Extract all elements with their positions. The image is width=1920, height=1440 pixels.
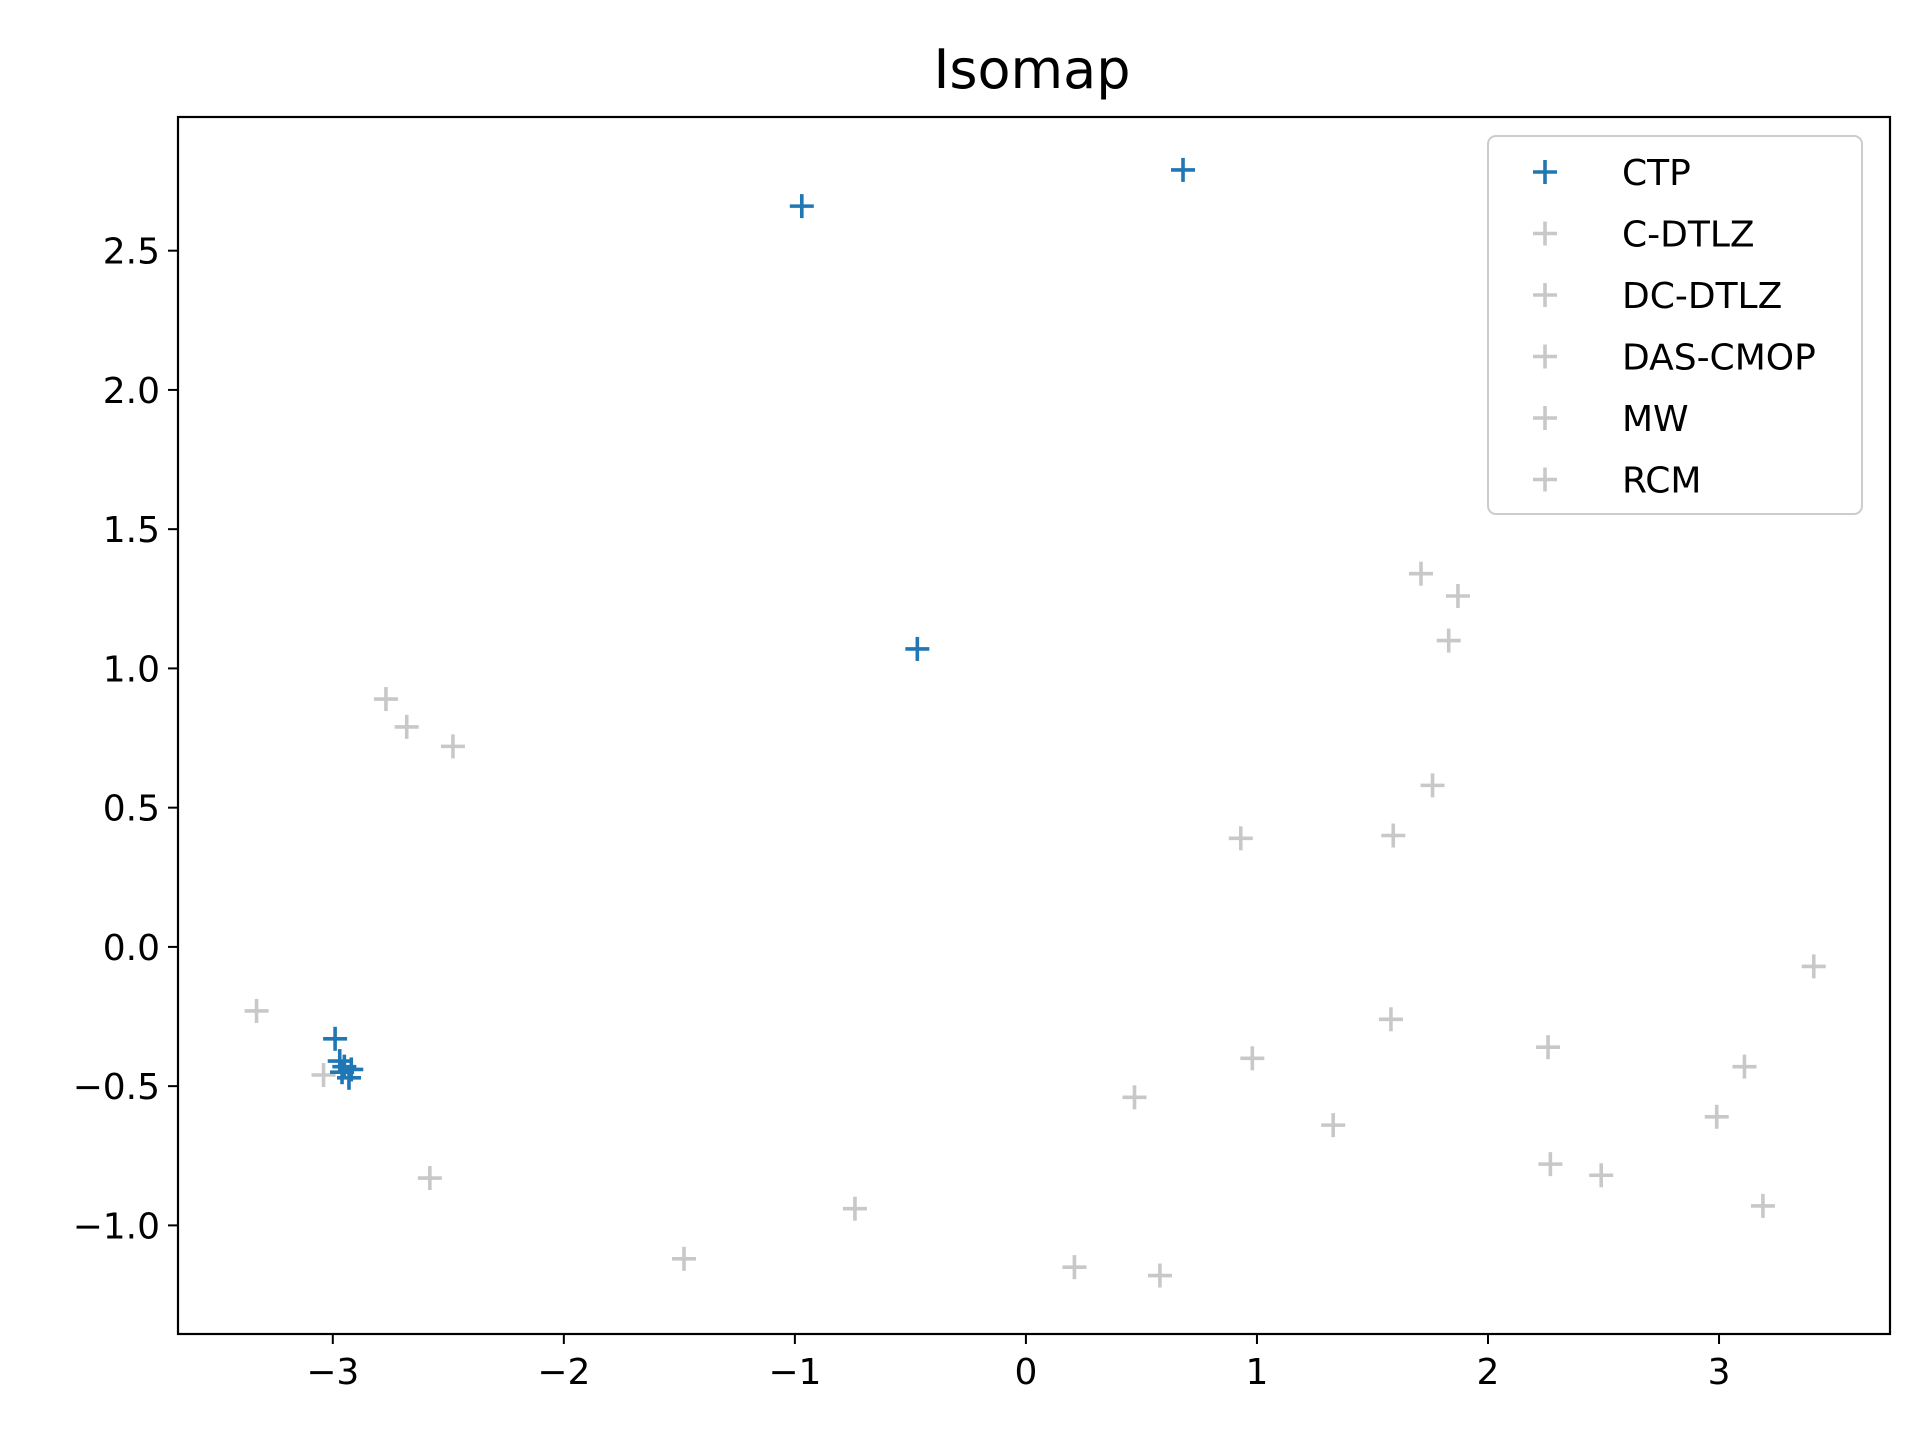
legend-marker-dc-dtlz: [1533, 283, 1557, 307]
point-c-dtlz: [440, 734, 465, 759]
y-tick-label: −1.0: [73, 1206, 160, 1247]
point-dc-dtlz: [311, 1063, 336, 1088]
legend-label-ctp: CTP: [1622, 153, 1691, 194]
point-dc-dtlz: [671, 1246, 696, 1271]
y-tick-label: 1.0: [103, 649, 160, 690]
point-ctp: [1171, 157, 1196, 182]
legend-label-rcm: RCM: [1622, 461, 1701, 502]
point-das-cmop: [1408, 561, 1433, 586]
legend-marker-c-dtlz: [1533, 221, 1557, 246]
y-tick-label: 0.5: [103, 789, 160, 830]
data-points: [244, 157, 1826, 1288]
point-mw: [1062, 1255, 1087, 1280]
point-mw: [1240, 1046, 1265, 1071]
point-c-dtlz: [394, 714, 419, 739]
point-ctp: [323, 1026, 348, 1051]
point-ctp: [905, 636, 930, 661]
legend-label-mw: MW: [1622, 399, 1689, 440]
x-tick-label: −2: [537, 1352, 590, 1393]
point-das-cmop: [1381, 823, 1406, 848]
point-ctp: [789, 194, 814, 219]
point-c-dtlz: [373, 687, 398, 712]
point-dc-dtlz: [842, 1196, 867, 1221]
chart-title: Isomap: [933, 38, 1130, 101]
point-rcm: [1750, 1193, 1775, 1218]
x-tick-label: 2: [1477, 1352, 1500, 1393]
point-rcm: [1801, 954, 1826, 979]
axis-ticks: −3 −2 −1 0 1 2 3 −1.0 −0.5 0.0 0.5 1.0 1.5 2.0 2.5: [73, 232, 1731, 1393]
x-tick-label: −3: [306, 1352, 359, 1393]
plot-area-frame: [176, 115, 1892, 1336]
y-tick-label: 0.0: [103, 928, 160, 969]
legend-label-das-cmop: DAS-CMOP: [1622, 338, 1816, 379]
point-mw: [1147, 1263, 1172, 1288]
point-c-dtlz: [244, 998, 269, 1023]
point-rcm: [1732, 1054, 1757, 1079]
legend-marker-rcm: [1533, 467, 1557, 492]
point-mw: [1122, 1085, 1147, 1110]
point-das-cmop: [1436, 628, 1461, 653]
legend-marker-mw: [1533, 406, 1557, 430]
legend-frame: [1487, 135, 1863, 515]
y-tick-label: 2.0: [103, 371, 160, 412]
legend-marker-das-cmop: [1533, 344, 1557, 369]
x-tick-label: 3: [1708, 1352, 1731, 1393]
point-rcm: [1589, 1163, 1614, 1188]
point-rcm: [1704, 1104, 1729, 1129]
legend-marker-ctp: [1533, 160, 1557, 184]
point-rcm: [1538, 1152, 1563, 1177]
legend-label-c-dtlz: C-DTLZ: [1622, 215, 1755, 256]
point-dc-dtlz: [417, 1166, 442, 1191]
y-tick-label: 2.5: [103, 232, 160, 273]
legend-label-dc-dtlz: DC-DTLZ: [1622, 276, 1782, 317]
point-mw: [1321, 1113, 1346, 1138]
point-das-cmop: [1228, 826, 1253, 851]
point-mw: [1378, 1007, 1403, 1032]
y-tick-label: −0.5: [73, 1067, 160, 1108]
x-tick-label: −1: [768, 1352, 821, 1393]
point-das-cmop: [1420, 773, 1445, 798]
point-ctp: [336, 1065, 361, 1090]
x-tick-label: 0: [1014, 1352, 1037, 1393]
legend: CTP C-DTLZ DC-DTLZ DAS-CMOP MW RCM: [1487, 135, 1863, 515]
point-das-cmop: [1445, 584, 1470, 609]
y-tick-label: 1.5: [103, 510, 160, 551]
x-tick-label: 1: [1245, 1352, 1268, 1393]
point-rcm: [1536, 1035, 1561, 1060]
